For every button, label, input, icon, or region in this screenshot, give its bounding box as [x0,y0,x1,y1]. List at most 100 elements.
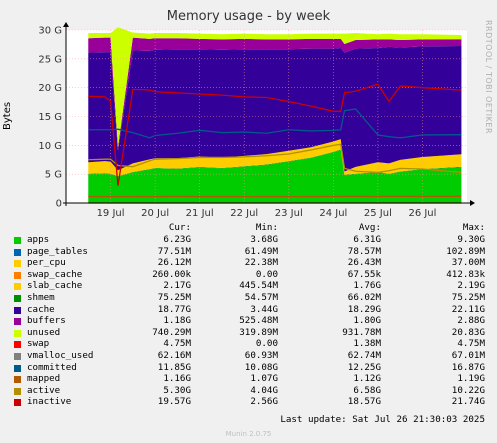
legend-label: swap [27,338,50,350]
legend-value-avg: 6.58G [353,384,381,396]
legend-swatch [14,376,21,384]
y-tick-label: 5 G [45,170,62,181]
legend-value-avg: 66.02M [347,292,381,303]
legend-value-min: 4.04G [250,384,278,396]
legend-header-min: Min: [255,222,278,233]
legend-swatch [14,237,21,244]
legend-value-cur: 26.12M [157,257,191,269]
legend-item-page-tables: page_tables 77.51M 61.49M 78.57M 102.89M [0,246,497,258]
area-apps [88,149,462,203]
legend-label: per_cpu [27,257,66,269]
legend-swatch [14,341,21,349]
legend-value-cur: 18.77G [157,303,191,315]
legend-label: shmem [27,292,55,303]
legend-value-cur: 77.51M [157,245,191,257]
legend-value-cur: 75.25M [157,292,191,303]
legend-value-max: 16.87G [451,361,485,373]
y-tick-label: 30 G [38,26,62,37]
x-tick-label: 25 Jul [364,208,392,219]
legend-label: apps [27,234,50,245]
legend-item-per-cpu: per_cpu 26.12M 22.38M 26.43M 37.00M [0,257,497,269]
x-tick-label: 26 Jul [408,208,436,219]
legend-header: Cur: Min: Avg: Max: [0,222,497,234]
legend-swatch [14,260,21,268]
last-update: Last update: Sat Jul 26 21:30:03 2025 [280,414,485,425]
legend-value-max: 102.89M [446,245,485,257]
legend-value-cur: 5.30G [163,384,191,396]
legend-value-avg: 1.80G [353,315,381,327]
legend-value-min: 525.48M [239,315,278,327]
legend-swatch [14,329,21,337]
legend-value-cur: 1.18G [163,315,191,327]
legend-value-cur: 19.57G [157,396,191,408]
legend-value-max: 20.83G [451,326,485,338]
legend-value-max: 37.00M [451,257,485,269]
x-tick-label: 20 Jul [141,208,169,219]
legend-value-avg: 67.55k [347,268,381,280]
legend-header-max: Max: [462,222,485,233]
legend-item-inactive: inactive 19.57G 2.56G 18.57G 21.74G [0,396,497,408]
legend-value-max: 2.88G [457,315,485,327]
line-committed [88,108,462,139]
legend-item-slab-cache: slab_cache 2.17G 445.54M 1.76G 2.19G [0,280,497,292]
legend-value-max: 67.01M [451,350,485,361]
legend-value-max: 22.11G [451,303,485,315]
legend-value-max: 10.22G [451,384,485,396]
x-tick-label: 21 Jul [186,208,214,219]
y-axis-label: Bytes [2,101,13,130]
legend-label: cache [27,303,55,315]
legend-item-cache: cache 18.77G 3.44G 18.29G 22.11G [0,304,497,316]
x-tick-label: 24 Jul [319,208,347,219]
legend-value-min: 0.00 [255,268,278,280]
legend-swatch [14,387,21,395]
legend-value-cur: 6.23G [163,234,191,245]
legend-item-committed: committed 11.85G 10.08G 12.25G 16.87G [0,362,497,374]
area-unused [88,27,462,148]
legend-swatch [14,318,21,326]
legend-value-min: 0.00 [255,338,278,350]
line-active [88,143,462,174]
x-tick-label: 19 Jul [97,208,125,219]
legend-value-cur: 260.00k [152,268,191,280]
legend-item-buffers: buffers 1.18G 525.48M 1.80G 2.88G [0,315,497,327]
legend-value-max: 1.19G [457,373,485,385]
legend-value-cur: 740.29M [152,326,191,338]
legend-header-cur: Cur: [168,222,191,233]
legend-value-min: 3.68G [250,234,278,245]
legend-value-max: 9.30G [457,234,485,245]
legend-value-avg: 78.57M [347,245,381,257]
legend-value-min: 1.07G [250,373,278,385]
legend-swatch [14,283,21,291]
legend-label: committed [27,361,77,373]
legend-item-active: active 5.30G 4.04G 6.58G 10.22G [0,385,497,397]
y-axis-arrow [63,22,69,27]
y-tick-label: 25 G [38,54,62,65]
legend-value-cur: 4.75M [163,338,191,350]
legend-item-mapped: mapped 1.16G 1.07G 1.12G 1.19G [0,373,497,385]
legend-value-max: 21.74G [451,396,485,408]
legend-value-avg: 62.74M [347,350,381,361]
legend-label: active [27,384,61,396]
legend-item-swap: swap 4.75M 0.00 1.38M 4.75M [0,338,497,350]
legend-value-max: 412.83k [446,268,485,280]
y-tick-label: 10 G [38,141,62,152]
rrdtool-credit: RRDTOOL / TOBI OETIKER [484,20,493,135]
y-tick-label: 0 [56,199,62,210]
legend-value-min: 10.08G [244,361,278,373]
area-slab-cache [88,139,462,177]
legend-item-unused: unused 740.29M 319.89M 931.78M 20.83G [0,327,497,339]
y-tick-label: 20 G [38,83,62,94]
legend-swatch [14,248,21,256]
legend-value-max: 4.75M [457,338,485,350]
legend-value-avg: 6.31G [353,234,381,245]
legend-swatch [14,271,21,279]
legend-value-cur: 1.16G [163,373,191,385]
legend-value-avg: 18.57G [347,396,381,408]
y-tick-label: 15 G [38,112,62,123]
legend-value-avg: 18.29G [347,303,381,315]
legend-label: slab_cache [27,280,83,292]
line-inactive [88,83,462,186]
legend-item-apps: apps 6.23G 3.68G 6.31G 9.30G [0,234,497,246]
x-axis-arrow [470,200,475,206]
legend-value-min: 2.56G [250,396,278,408]
